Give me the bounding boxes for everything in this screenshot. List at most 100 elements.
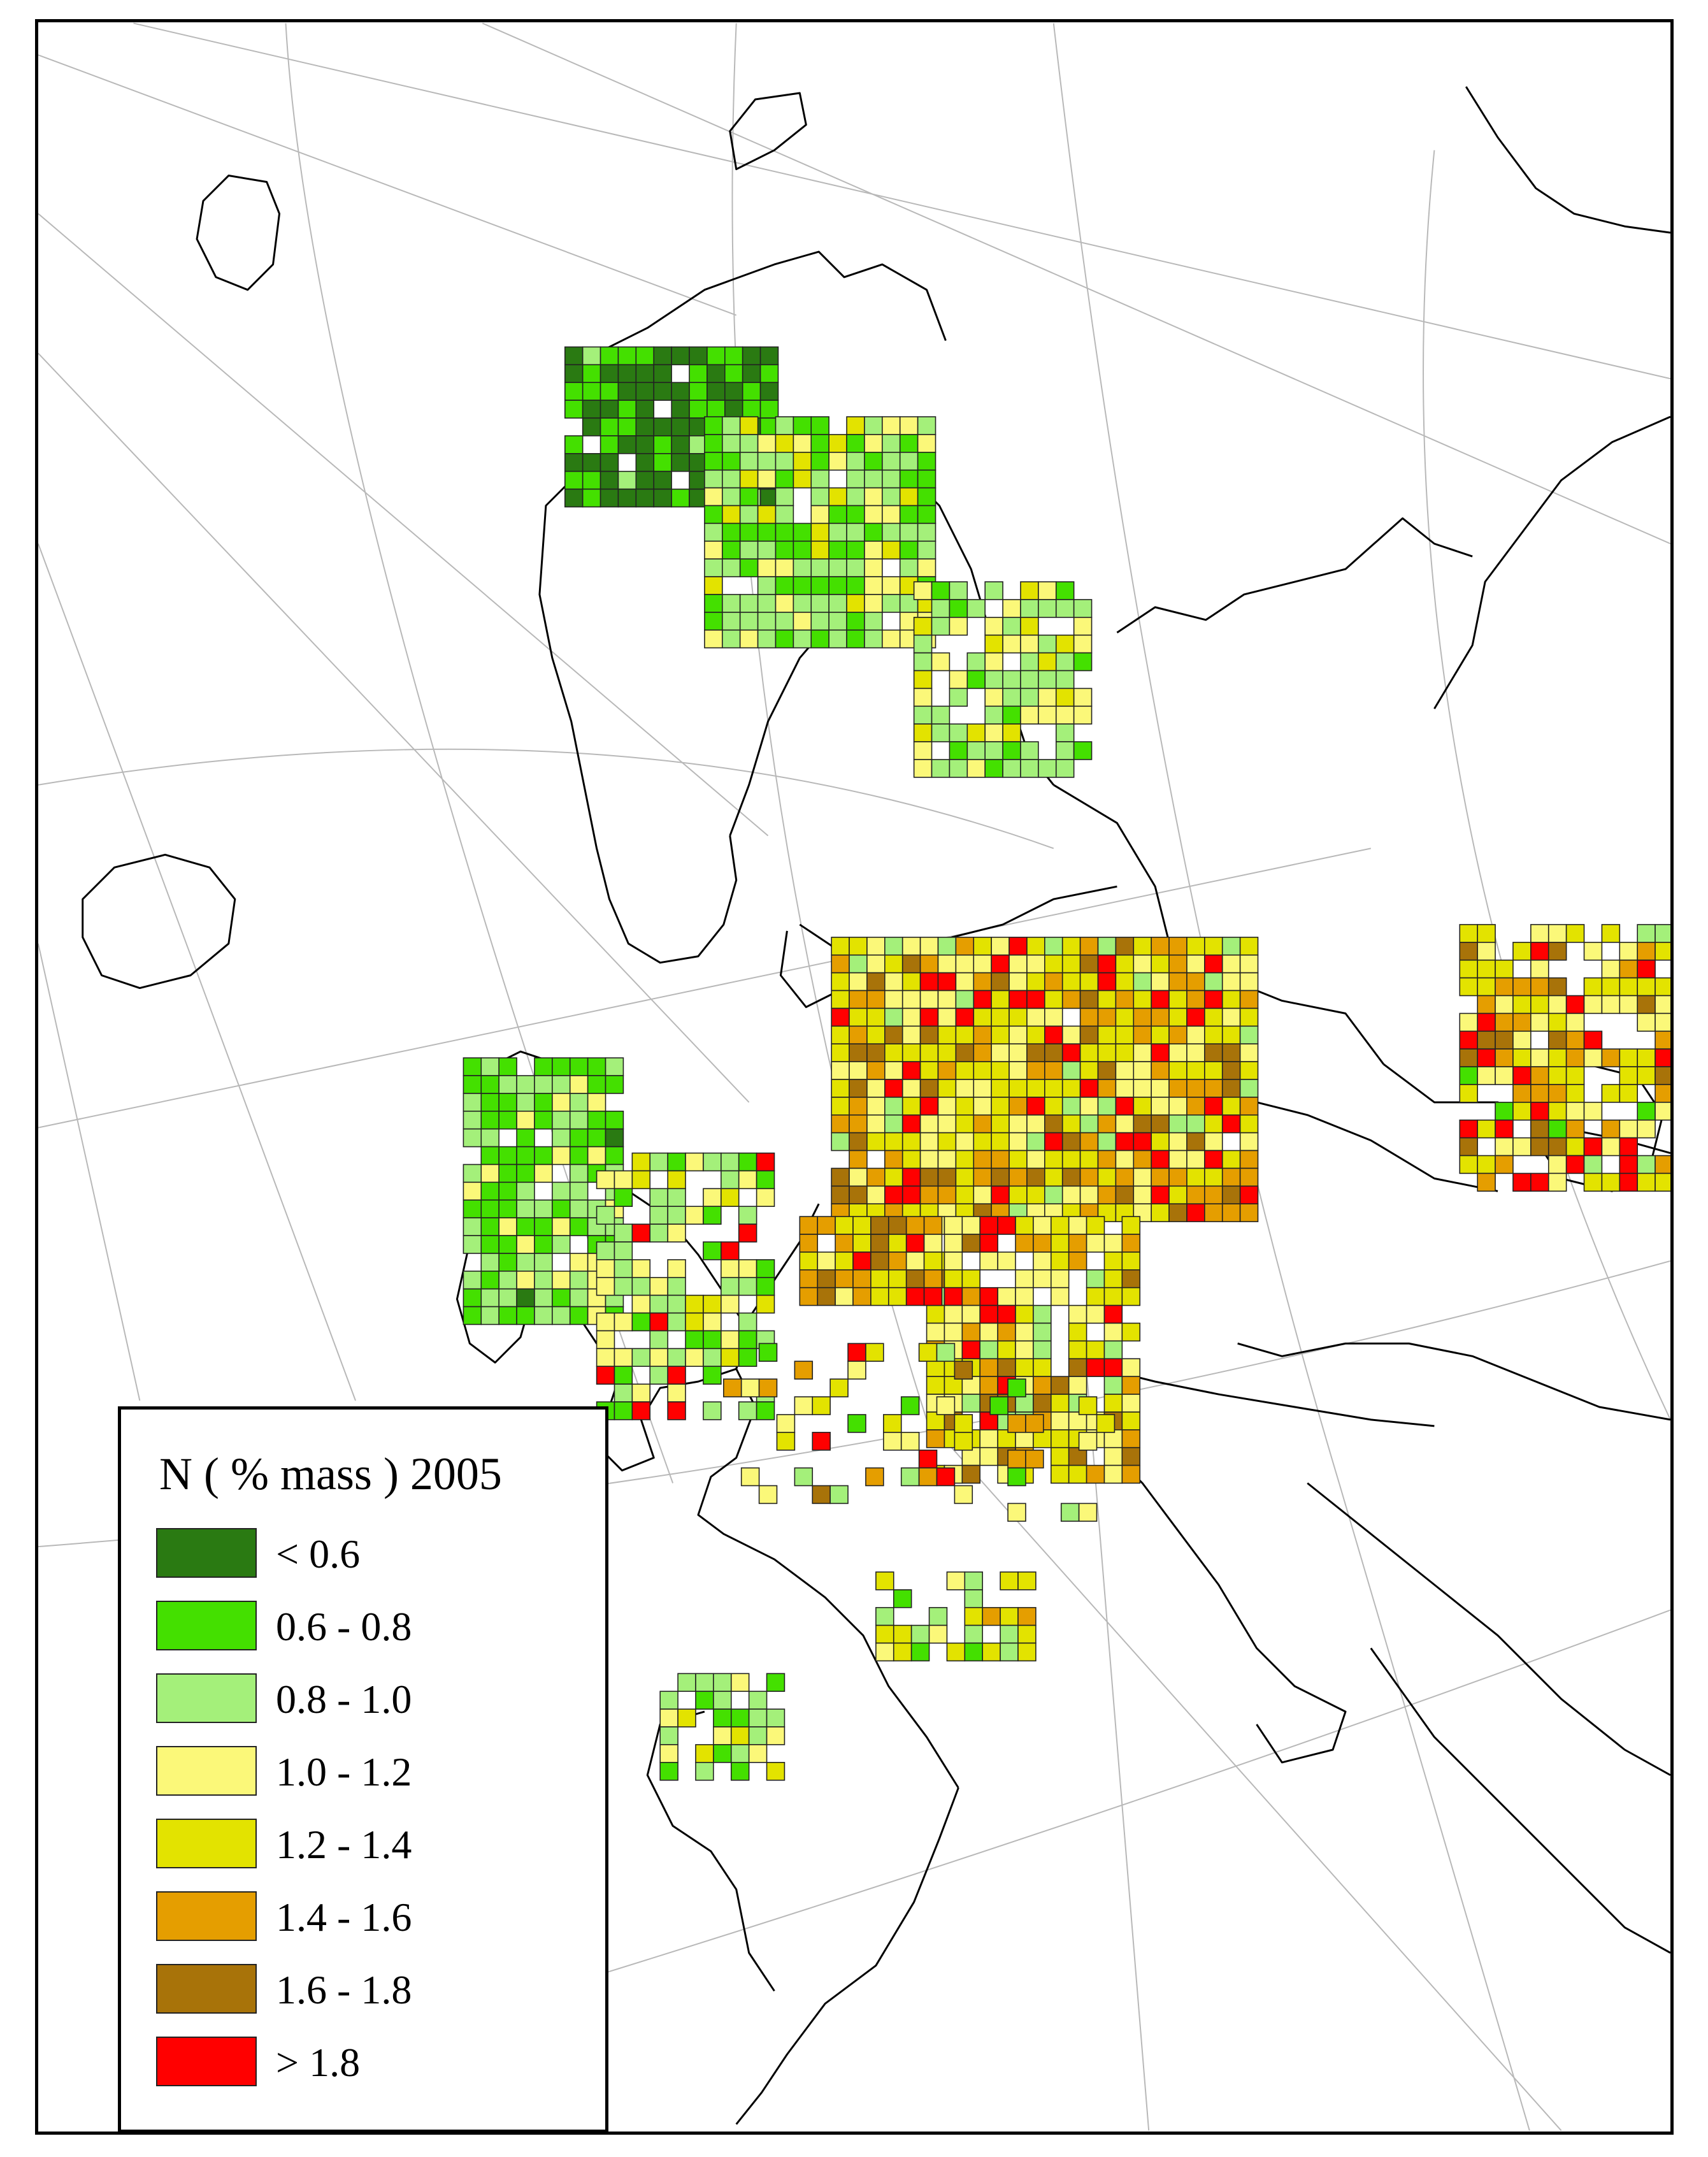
grid-cell bbox=[738, 1312, 757, 1332]
grid-cell bbox=[739, 612, 759, 631]
grid-cell bbox=[635, 364, 655, 384]
grid-cell bbox=[1061, 1061, 1081, 1080]
grid-cell bbox=[1038, 705, 1057, 725]
grid-cell bbox=[884, 1097, 903, 1116]
grid-cell bbox=[564, 453, 584, 472]
grid-cell bbox=[721, 1330, 740, 1350]
grid-cell bbox=[498, 1253, 517, 1272]
grid-cell bbox=[1079, 990, 1099, 1009]
grid-cell bbox=[599, 417, 619, 436]
grid-cell bbox=[931, 581, 951, 600]
grid-cell bbox=[913, 670, 933, 689]
grid-cell bbox=[899, 523, 919, 542]
grid-cell bbox=[1619, 1155, 1638, 1174]
grid-cell bbox=[1068, 1252, 1087, 1271]
grid-cell bbox=[1044, 1097, 1063, 1116]
grid-cell bbox=[1133, 937, 1152, 956]
grid-cell bbox=[1079, 954, 1099, 974]
grid-cell bbox=[463, 1199, 482, 1218]
grid-cell bbox=[979, 1234, 998, 1253]
grid-cell bbox=[949, 688, 968, 707]
grid-cell bbox=[918, 1343, 938, 1362]
grid-cell bbox=[864, 434, 883, 453]
grid-cell bbox=[1000, 1624, 1019, 1644]
legend-label: 1.0 - 1.2 bbox=[276, 1749, 412, 1794]
grid-cell bbox=[1121, 1269, 1141, 1288]
grid-cell bbox=[1583, 1155, 1603, 1174]
grid-cell bbox=[1495, 1137, 1514, 1157]
grid-cell bbox=[864, 452, 883, 471]
grid-cell bbox=[875, 1606, 894, 1626]
grid-cell bbox=[1512, 977, 1532, 997]
grid-cell bbox=[599, 488, 619, 508]
grid-cell bbox=[569, 1075, 589, 1094]
grid-cell bbox=[1133, 1025, 1152, 1044]
grid-cell bbox=[991, 1097, 1010, 1116]
grid-cell bbox=[1133, 1079, 1152, 1098]
grid-cell bbox=[742, 400, 761, 419]
grid-cell bbox=[1204, 1150, 1223, 1169]
grid-cell bbox=[1033, 1376, 1052, 1395]
grid-cell bbox=[910, 1624, 930, 1644]
grid-cell bbox=[1103, 1304, 1123, 1324]
grid-cell bbox=[695, 1673, 714, 1692]
grid-cell bbox=[846, 487, 865, 507]
grid-cell bbox=[949, 759, 968, 778]
grid-cell bbox=[1025, 1414, 1044, 1433]
grid-cell bbox=[1068, 1358, 1087, 1377]
grid-cell bbox=[730, 1673, 750, 1692]
grid-cell bbox=[1121, 1287, 1141, 1306]
grid-cell bbox=[917, 434, 937, 453]
grid-cell bbox=[1097, 1185, 1117, 1205]
grid-cell bbox=[1583, 1048, 1603, 1067]
grid-cell bbox=[667, 1294, 686, 1314]
grid-cell bbox=[1079, 1043, 1099, 1062]
grid-cells bbox=[463, 346, 1670, 1781]
grid-cell bbox=[724, 382, 743, 401]
grid-cell bbox=[1133, 1007, 1152, 1027]
grid-cell bbox=[1601, 1119, 1621, 1139]
grid-cell bbox=[739, 487, 759, 507]
grid-cell bbox=[1168, 1043, 1188, 1062]
grid-cell bbox=[884, 1185, 903, 1205]
grid-cell bbox=[793, 576, 812, 595]
grid-cell bbox=[1637, 1066, 1656, 1085]
grid-cell bbox=[846, 523, 865, 542]
grid-cell bbox=[1044, 1025, 1063, 1044]
grid-cell bbox=[1115, 1167, 1135, 1187]
grid-cell bbox=[1637, 1048, 1656, 1067]
grid-cell bbox=[1068, 1234, 1087, 1253]
grid-cell bbox=[849, 1150, 868, 1169]
grid-cell bbox=[973, 954, 992, 974]
grid-cell bbox=[1086, 1287, 1105, 1306]
grid-cell bbox=[653, 364, 672, 384]
grid-cell bbox=[964, 1642, 984, 1662]
grid-cell bbox=[599, 453, 619, 472]
grid-cell bbox=[1565, 995, 1585, 1014]
grid-cell bbox=[552, 1181, 571, 1201]
grid-cell bbox=[1055, 688, 1075, 707]
grid-cell bbox=[617, 488, 637, 508]
grid-cell bbox=[649, 1312, 668, 1332]
grid-cell bbox=[793, 469, 812, 489]
grid-cell bbox=[1033, 1322, 1052, 1342]
grid-cell bbox=[946, 1642, 966, 1662]
grid-cell bbox=[793, 612, 812, 631]
grid-cell bbox=[740, 1378, 760, 1397]
grid-cell bbox=[704, 469, 723, 489]
grid-cell bbox=[1239, 1203, 1259, 1222]
grid-cell bbox=[1168, 954, 1188, 974]
grid-cell bbox=[917, 469, 937, 489]
grid-cell bbox=[757, 612, 777, 631]
grid-cell bbox=[919, 1132, 939, 1151]
grid-cell bbox=[852, 1269, 872, 1288]
grid-cell bbox=[1055, 705, 1075, 725]
grid-cell bbox=[1512, 942, 1532, 961]
grid-cell bbox=[775, 487, 794, 507]
grid-cell bbox=[1026, 1114, 1045, 1134]
map-frame[interactable]: N ( % mass ) 2005 < 0.6 0.6 - 0.8 0.8 - … bbox=[35, 19, 1674, 2135]
grid-cell bbox=[1079, 1097, 1099, 1116]
grid-cell bbox=[775, 594, 794, 613]
grid-cell bbox=[966, 670, 986, 689]
grid-cell bbox=[864, 594, 883, 613]
